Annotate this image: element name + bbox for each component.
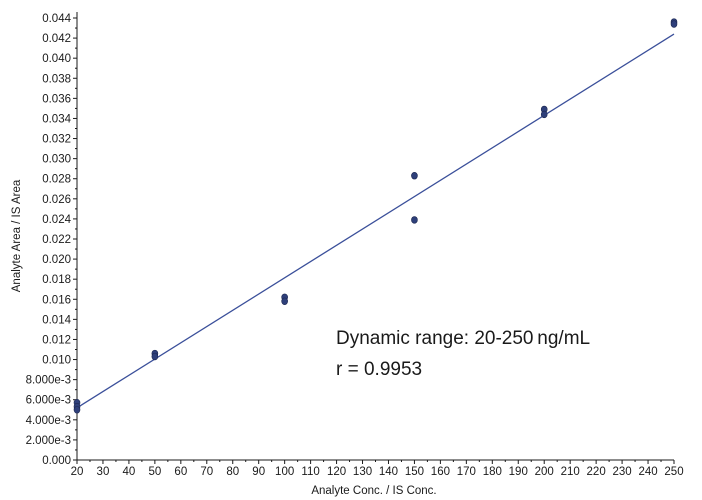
x-tick-label: 240 [638,466,657,478]
y-tick-label: 6.000e-3 [26,395,71,407]
y-tick-label: 0.018 [42,274,71,286]
y-tick-label: 0.012 [42,334,71,346]
y-axis-title: Analyte Area / IS Area [11,179,23,292]
x-axis-ticks: 20 30 40 50 60 70 80 90 100 110 120 130 140 150 160 170… [71,460,684,478]
x-tick-label: 150 [405,466,424,478]
x-tick-label: 110 [301,466,319,478]
data-points [73,18,678,414]
x-tick-label: 70 [200,466,213,478]
y-tick-label: 0.034 [42,113,71,125]
y-tick-label: 0.024 [42,214,71,226]
y-tick-label: 0.038 [42,73,71,85]
y-tick-label: 0.020 [42,254,71,266]
x-tick-label: 30 [97,466,110,478]
y-tick-label: 0.032 [42,134,71,146]
y-tick-label: 8.000e-3 [26,375,71,387]
x-tick-label: 60 [174,466,187,478]
y-tick-label: 0.030 [42,154,71,166]
x-tick-label: 120 [327,466,346,478]
x-tick-label: 40 [123,466,136,478]
y-tick-label: 0.000 [42,455,71,467]
x-tick-label: 50 [148,466,161,478]
x-tick-label: 130 [353,466,372,478]
y-tick-label: 0.014 [42,314,71,326]
y-tick-label: 0.040 [42,53,71,65]
data-point [670,20,678,28]
x-tick-label: 190 [509,466,528,478]
x-tick-label: 140 [379,466,398,478]
x-tick-label: 80 [226,466,239,478]
y-tick-label: 0.016 [42,294,71,306]
regression-line [76,33,675,409]
x-tick-label: 170 [457,466,476,478]
x-tick-label: 230 [612,466,631,478]
y-tick-label: 0.042 [42,33,71,45]
x-tick-label: 180 [483,466,502,478]
data-point [73,406,81,414]
x-tick-label: 220 [587,466,606,478]
y-tick-label: 2.000e-3 [26,435,71,447]
x-tick-label: 20 [71,466,84,478]
x-tick-label: 100 [275,466,294,478]
x-axis-title: Analyte Conc. / IS Conc. [311,485,436,497]
x-tick-label: 250 [664,466,683,478]
data-point [411,216,418,224]
y-tick-label: 0.044 [42,13,71,25]
y-tick-label: 0.036 [42,93,71,105]
y-axis-ticks: 0.000 2.000e-3 4.000e-3 6.000e-3 8.000e-3 0.0… [26,13,77,467]
y-tick-label: 0.028 [42,174,71,186]
y-tick-label: 0.026 [42,194,71,206]
x-tick-label: 160 [431,466,450,478]
y-tick-label: 0.010 [42,355,71,367]
data-point [281,297,288,305]
dynamic-range-annotation: Dynamic range: 20-250 ng/mL [336,328,590,349]
x-tick-label: 200 [535,466,554,478]
y-tick-label: 0.022 [42,234,71,246]
data-point [411,172,418,180]
x-tick-label: 210 [561,466,580,478]
x-tick-label: 90 [252,466,265,478]
data-point [151,352,159,361]
data-point [540,110,548,119]
correlation-annotation: r = 0.9953 [336,359,422,380]
y-tick-label: 4.000e-3 [26,415,71,427]
